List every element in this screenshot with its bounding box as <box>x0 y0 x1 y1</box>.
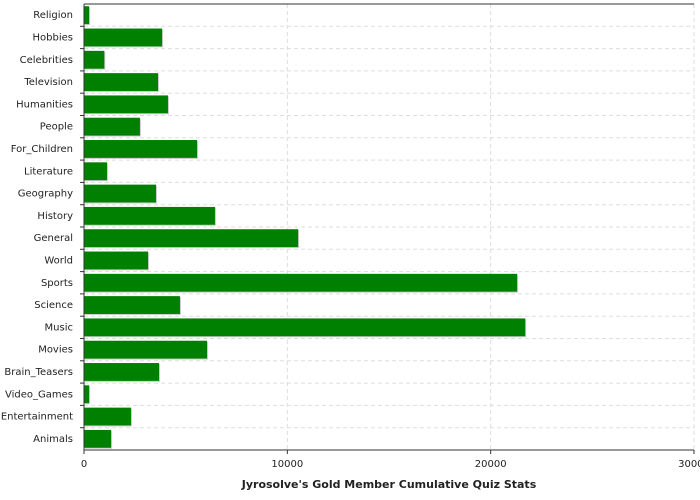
bar <box>84 162 107 181</box>
y-tick-label: General <box>34 233 73 244</box>
y-tick-label: Music <box>45 322 73 333</box>
bar <box>84 385 90 404</box>
bar <box>84 50 105 69</box>
y-tick-label: Geography <box>18 189 73 200</box>
y-tick-label: Movies <box>38 345 73 356</box>
y-tick-label: Religion <box>33 10 73 21</box>
bar <box>84 407 131 426</box>
y-tick-label: Video_Games <box>5 389 73 400</box>
chart-title: Jyrosolve's Gold Member Cumulative Quiz … <box>241 478 537 491</box>
y-tick-label: Brain_Teasers <box>4 367 73 378</box>
bar <box>84 318 526 337</box>
y-tick-label: Hobbies <box>33 32 73 43</box>
x-tick-label: 0 <box>81 459 87 470</box>
y-tick-label: People <box>40 122 73 133</box>
x-tick-label: 10000 <box>271 459 303 470</box>
y-tick-label: Humanities <box>16 99 73 110</box>
y-tick-label: World <box>44 255 73 266</box>
y-tick-label: Sports <box>41 278 73 289</box>
y-tick-label: History <box>37 211 73 222</box>
y-tick-label: Entertainment <box>1 412 73 423</box>
bar <box>84 296 180 314</box>
bar <box>84 6 90 25</box>
bar <box>84 273 518 292</box>
bar <box>84 140 198 158</box>
bar <box>84 28 163 47</box>
bar <box>84 95 168 114</box>
bar <box>84 73 159 91</box>
x-tick-label: 30000 <box>678 459 700 470</box>
y-tick-label: Television <box>23 77 73 88</box>
y-tick-label: For_Children <box>11 144 73 155</box>
bar <box>84 340 208 359</box>
bar <box>84 206 215 225</box>
y-tick-label: Animals <box>33 434 73 445</box>
bar <box>84 117 140 136</box>
x-tick-label: 20000 <box>475 459 507 470</box>
bar <box>84 363 160 381</box>
y-tick-label: Literature <box>24 166 73 177</box>
y-tick-label: Celebrities <box>20 55 73 66</box>
bar <box>84 184 156 203</box>
bar <box>84 429 112 448</box>
bar <box>84 229 299 248</box>
y-tick-label: Science <box>34 300 73 311</box>
bar <box>84 251 149 270</box>
